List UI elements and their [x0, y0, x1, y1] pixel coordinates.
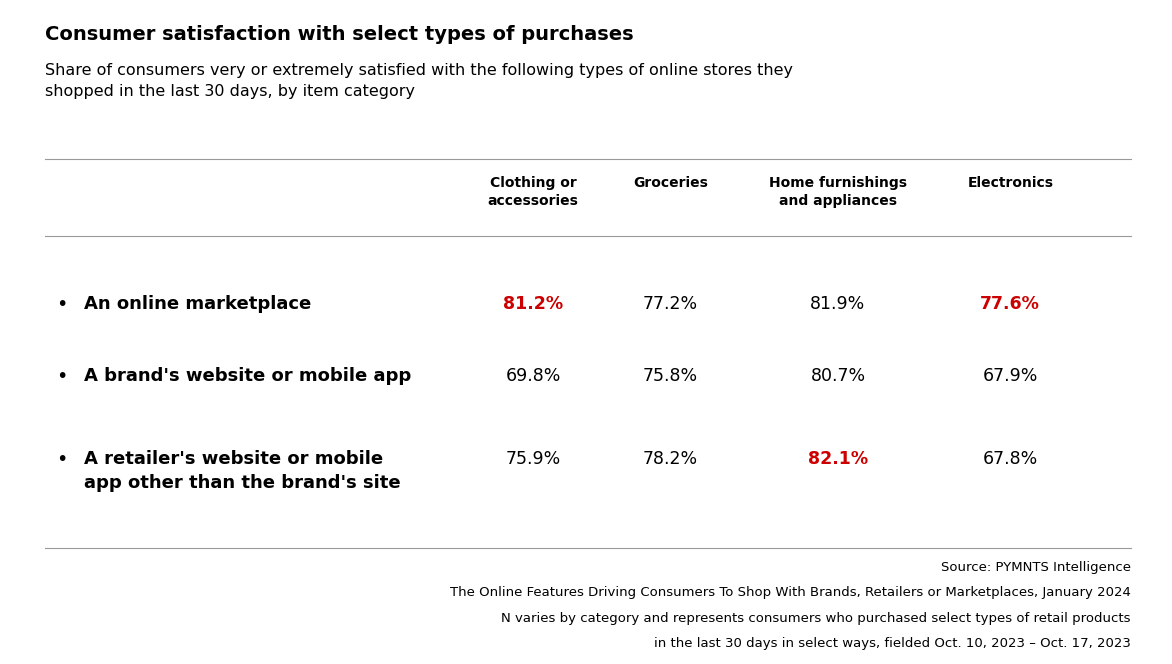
Text: •: •	[56, 367, 68, 386]
Text: 67.8%: 67.8%	[982, 450, 1038, 468]
Text: 81.9%: 81.9%	[810, 295, 866, 313]
Text: A brand's website or mobile app: A brand's website or mobile app	[84, 367, 411, 385]
Text: Home furnishings
and appliances: Home furnishings and appliances	[769, 176, 907, 208]
Text: 82.1%: 82.1%	[808, 450, 868, 468]
Text: Electronics: Electronics	[967, 176, 1054, 190]
Text: Source: PYMNTS Intelligence: Source: PYMNTS Intelligence	[941, 561, 1131, 574]
Text: Consumer satisfaction with select types of purchases: Consumer satisfaction with select types …	[45, 25, 633, 44]
Text: •: •	[56, 295, 68, 315]
Text: 77.6%: 77.6%	[980, 295, 1041, 313]
Text: A retailer's website or mobile
app other than the brand's site: A retailer's website or mobile app other…	[84, 450, 401, 493]
Text: 81.2%: 81.2%	[503, 295, 564, 313]
Text: •: •	[56, 450, 68, 469]
Text: The Online Features Driving Consumers To Shop With Brands, Retailers or Marketpl: The Online Features Driving Consumers To…	[450, 586, 1131, 600]
Text: 78.2%: 78.2%	[642, 450, 699, 468]
Text: 75.9%: 75.9%	[505, 450, 561, 468]
Text: 77.2%: 77.2%	[642, 295, 699, 313]
Text: 67.9%: 67.9%	[982, 367, 1038, 385]
Text: in the last 30 days in select ways, fielded Oct. 10, 2023 – Oct. 17, 2023: in the last 30 days in select ways, fiel…	[654, 637, 1131, 650]
Text: Groceries: Groceries	[633, 176, 708, 190]
Text: An online marketplace: An online marketplace	[84, 295, 312, 313]
Text: Share of consumers very or extremely satisfied with the following types of onlin: Share of consumers very or extremely sat…	[45, 63, 792, 99]
Text: Clothing or
accessories: Clothing or accessories	[488, 176, 579, 208]
Text: 69.8%: 69.8%	[505, 367, 561, 385]
Text: 75.8%: 75.8%	[642, 367, 699, 385]
Text: N varies by category and represents consumers who purchased select types of reta: N varies by category and represents cons…	[502, 612, 1131, 625]
Text: 80.7%: 80.7%	[810, 367, 866, 385]
